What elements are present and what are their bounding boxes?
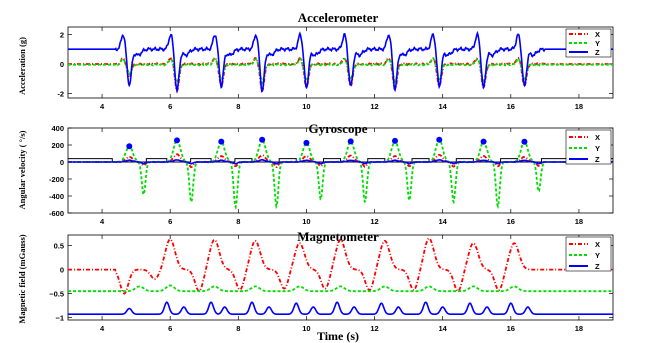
peak-marker [126, 143, 133, 150]
accelerometer-xtick-label: 18 [575, 102, 583, 111]
peak-marker [436, 136, 443, 143]
peak-marker [521, 138, 528, 145]
magnetometer-ytick-label: −1 [55, 314, 64, 323]
magnetometer-ytick-label: 0.5 [54, 242, 64, 251]
peak-marker [480, 138, 487, 145]
gyroscope-xtick-label: 10 [302, 217, 310, 226]
magnetometer-axes-box [67, 234, 614, 321]
peak-marker [174, 137, 180, 144]
magnetometer-title: Magnetometer [297, 229, 379, 244]
accelerometer-xtick-label: 12 [370, 102, 378, 111]
gyroscope-series-y [68, 138, 613, 211]
gyroscope-xtick-label: 18 [575, 217, 583, 226]
x-axis-label: Time (s) [317, 329, 359, 343]
magnetometer-xtick-label: 10 [302, 324, 310, 333]
accelerometer-ytick-label: 2 [60, 30, 64, 39]
peak-marker [218, 138, 225, 145]
accelerometer-xtick-label: 14 [439, 102, 448, 111]
gyroscope-xtick-label: 6 [168, 217, 172, 226]
magnetometer-xtick-label: 16 [507, 324, 515, 333]
peak-marker [259, 136, 266, 143]
gyroscope-ytick-label: 200 [51, 141, 64, 150]
legend-label-x: X [595, 30, 600, 39]
legend-label-z: Z [595, 155, 600, 164]
accelerometer-ylabel: Acceleration (g) [17, 37, 27, 95]
gyroscope-xtick-label: 16 [507, 217, 515, 226]
magnetometer-ylabel: Magnetic field (mGauss) [17, 234, 27, 323]
legend-label-z: Z [595, 262, 600, 271]
legend-label-y: Y [595, 144, 600, 153]
peak-marker [392, 137, 398, 144]
accelerometer-xtick-label: 4 [100, 102, 105, 111]
legend-label-y: Y [595, 251, 600, 260]
accelerometer-xtick-label: 16 [507, 102, 515, 111]
gyroscope-series-z [68, 158, 613, 165]
gyroscope-axes-box [67, 127, 614, 214]
gyroscope-xtick-label: 4 [100, 217, 105, 226]
magnetometer-ytick-label: 0 [60, 266, 64, 275]
gyroscope-ylabel: Angular velocity ( °/s) [17, 130, 27, 209]
gyroscope-legend: X Y Z [565, 129, 612, 165]
gyroscope-ytick-label: -600 [49, 209, 64, 218]
gyroscope-xtick-label: 8 [236, 217, 240, 226]
magnetometer-panel: Magnetometer Magnetic field (mGauss) 4 6 8… [17, 229, 614, 333]
magnetometer-xtick-label: 12 [370, 324, 378, 333]
accelerometer-xtick-label: 6 [168, 102, 172, 111]
magnetometer-xtick-label: 4 [100, 324, 105, 333]
legend-label-x: X [595, 133, 600, 142]
magnetometer-xtick-label: 8 [236, 324, 240, 333]
accelerometer-ytick-label: -2 [57, 90, 64, 99]
magnetometer-series-y [68, 284, 613, 293]
accelerometer-title: Accelerometer [298, 10, 379, 25]
magnetometer-series-z [68, 301, 613, 315]
legend-label-z: Z [595, 48, 600, 57]
accelerometer-series-y [68, 57, 613, 85]
accelerometer-series-z [68, 30, 613, 94]
gyroscope-title: Gyroscope [309, 121, 368, 136]
gyroscope-xtick-label: 14 [439, 217, 448, 226]
magnetometer-ytick-label: −0.5 [49, 290, 64, 299]
gyroscope-xtick-label: 12 [370, 217, 378, 226]
legend-label-y: Y [595, 39, 600, 48]
magnetometer-xtick-label: 18 [575, 324, 583, 333]
accelerometer-legend: X Y Z [565, 28, 612, 58]
magnetometer-series-x [68, 237, 613, 295]
magnetometer-legend: X Y Z [565, 236, 612, 272]
accelerometer-ytick-label: 0 [60, 60, 64, 69]
accelerometer-xtick-label: 8 [236, 102, 240, 111]
accelerometer-xtick-label: 10 [302, 102, 310, 111]
magnetometer-xtick-label: 14 [439, 324, 448, 333]
legend-label-x: X [595, 240, 600, 249]
accelerometer-panel: Accelerometer Acceleration (g) 4 6 8 10 12 14… [17, 10, 614, 111]
gyroscope-ytick-label: 400 [51, 124, 64, 133]
accelerometer-axes-box [67, 26, 614, 99]
peak-marker [303, 139, 310, 146]
gyroscope-ytick-label: -200 [49, 175, 64, 184]
peak-marker [347, 138, 354, 145]
gyroscope-panel: Gyroscope Angular velocity ( °/s) 4 6 8 10 1… [17, 121, 614, 226]
gyroscope-ytick-label: 0 [60, 158, 64, 167]
magnetometer-xtick-label: 6 [168, 324, 172, 333]
gyroscope-ytick-label: -400 [49, 192, 64, 201]
